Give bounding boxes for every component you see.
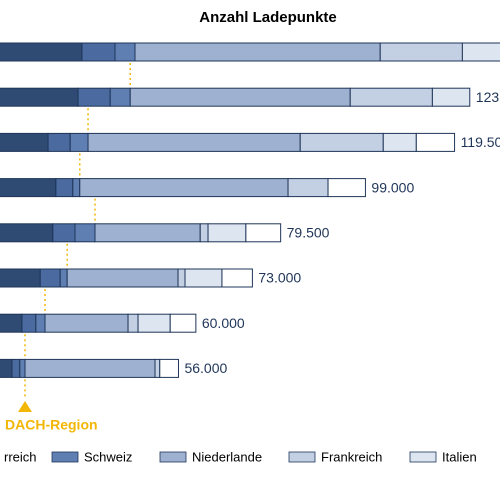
bar-segment xyxy=(0,358,13,378)
bar-segment xyxy=(154,358,161,378)
bar-segment xyxy=(0,313,23,333)
bar-segment xyxy=(19,358,26,378)
total-label: 73.000 xyxy=(258,270,301,286)
bar-segment xyxy=(382,132,417,152)
bar-segment xyxy=(35,313,46,333)
bar-segment xyxy=(94,223,201,243)
dach-marker xyxy=(18,401,32,412)
chart-title: Anzahl Ladepunkte xyxy=(199,9,337,26)
bar-segment xyxy=(87,132,301,152)
bar-segment xyxy=(72,178,81,198)
legend-label: Frankreich xyxy=(321,449,382,464)
bar-segment xyxy=(77,87,111,107)
bar-segment xyxy=(81,42,116,62)
total-label: 123.000 xyxy=(476,89,500,105)
bar-segment xyxy=(55,178,74,198)
total-label: 99.000 xyxy=(371,179,414,195)
bar-segment xyxy=(0,42,83,62)
total-label: 60.000 xyxy=(202,315,245,331)
bar-segment xyxy=(0,223,54,243)
bar-segment xyxy=(169,313,197,333)
bar-segment xyxy=(431,87,471,107)
bar-segment xyxy=(21,313,37,333)
bar-segment xyxy=(11,358,21,378)
bar-segment xyxy=(69,132,89,152)
bar-segment xyxy=(221,268,253,288)
legend-swatch xyxy=(159,451,187,463)
total-label: 119.500 xyxy=(461,134,500,150)
bar-segment xyxy=(52,223,76,243)
legend-label: Italien xyxy=(442,449,477,464)
legend-swatch xyxy=(409,451,437,463)
legend-label: Niederlande xyxy=(192,449,262,464)
bar-segment xyxy=(415,132,456,152)
bar-segment xyxy=(379,42,463,62)
legend-swatch xyxy=(288,451,316,463)
bar-segment xyxy=(184,268,223,288)
bar-segment xyxy=(159,358,179,378)
bar-segment xyxy=(24,358,156,378)
bar-segment xyxy=(129,87,351,107)
bar-segment xyxy=(134,42,381,62)
bar-segment xyxy=(47,132,71,152)
bar-segment xyxy=(0,178,57,198)
total-label: 79.500 xyxy=(287,225,330,241)
total-label: 56.000 xyxy=(184,360,227,376)
bar-segment xyxy=(0,132,49,152)
bar-segment xyxy=(287,178,329,198)
bar-segment xyxy=(74,223,96,243)
bar-segment xyxy=(109,87,131,107)
bar-segment xyxy=(199,223,209,243)
legend-swatch xyxy=(51,451,79,463)
bar-segment xyxy=(349,87,433,107)
annotation: DACH-Region xyxy=(5,417,98,433)
bar-segment xyxy=(245,223,282,243)
legend-label: rreich xyxy=(4,449,37,464)
bar-segment xyxy=(177,268,186,288)
legend-label: Schweiz xyxy=(84,449,132,464)
bar-segment xyxy=(299,132,384,152)
bar-segment xyxy=(0,268,41,288)
bar-segment xyxy=(44,313,129,333)
bar-segment xyxy=(59,268,68,288)
bar-segment xyxy=(137,313,171,333)
bar-segment xyxy=(79,178,289,198)
bar-segment xyxy=(327,178,366,198)
bar-segment xyxy=(207,223,247,243)
bar-segment xyxy=(127,313,139,333)
bar-segment xyxy=(0,87,79,107)
bar-segment xyxy=(114,42,136,62)
bar-segment xyxy=(461,42,500,62)
bar-segment xyxy=(66,268,179,288)
bar-segment xyxy=(39,268,61,288)
